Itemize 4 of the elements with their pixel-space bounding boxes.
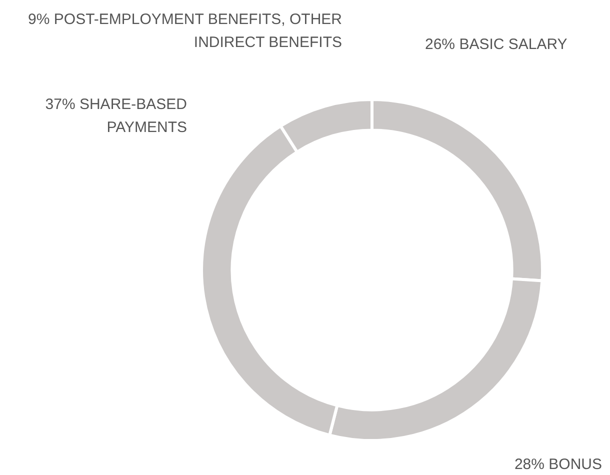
slice-label: 26% BASIC SALARY: [425, 36, 568, 54]
slice-label: 9% POST-EMPLOYMENT BENEFITS, OTHER INDIRECT BENEFITS: [28, 11, 342, 52]
slice-label: 28% BONUS: [514, 456, 602, 474]
slice-label: 37% SHARE-BASED PAYMENTS: [45, 96, 188, 136]
